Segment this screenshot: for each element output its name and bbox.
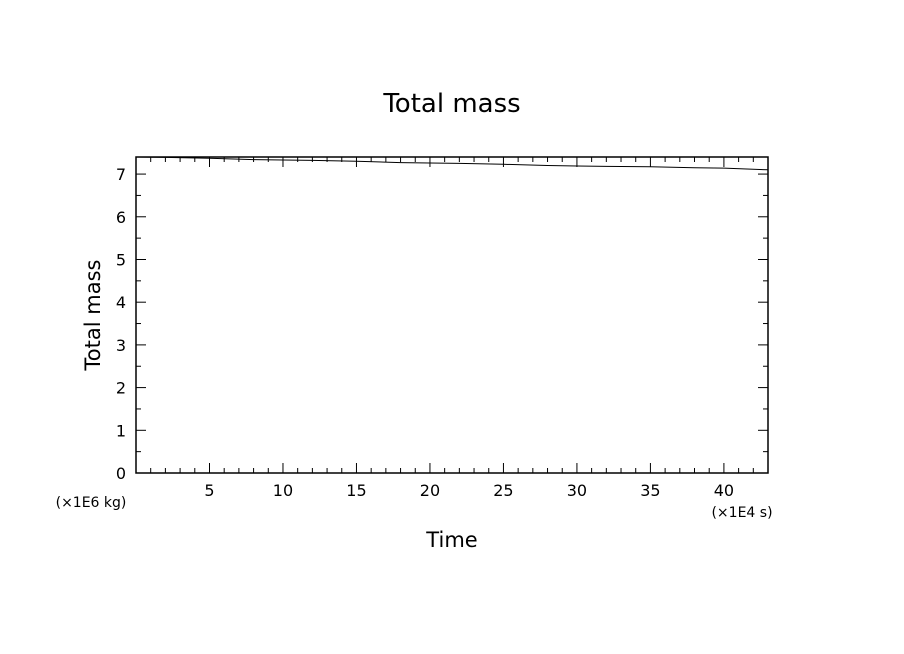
plot-frame: [135, 156, 769, 474]
y-tick-label: 1: [116, 421, 126, 440]
y-tick-label: 0: [116, 464, 126, 483]
chart-title: Total mass: [382, 89, 520, 119]
y-tick-label: 6: [116, 208, 126, 227]
x-tick-label: 35: [640, 481, 660, 500]
x-axis-label: Time: [425, 528, 477, 552]
y-scale-label: (×1E6 kg): [56, 495, 127, 511]
y-tick-label: 7: [116, 165, 126, 184]
x-scale-label: (×1E4 s): [711, 505, 772, 521]
y-tick-label: 5: [116, 250, 126, 269]
x-tick-label: 15: [346, 481, 366, 500]
x-tick-label: 20: [420, 481, 440, 500]
y-tick-label: 3: [116, 336, 126, 355]
x-tick-label: 40: [714, 481, 734, 500]
x-tick-label: 5: [204, 481, 214, 500]
y-tick-label: 2: [116, 379, 126, 398]
series-line-total-mass: [135, 156, 769, 171]
axis-ticks: [135, 157, 769, 474]
x-tick-label: 10: [273, 481, 293, 500]
x-tick-label: 30: [567, 481, 587, 500]
y-tick-label: 4: [116, 293, 126, 312]
y-axis-label: Total mass: [81, 260, 105, 372]
x-tick-label: 25: [493, 481, 513, 500]
tick-labels: 5 10 15 20 25 30 35 40 0 1 2 3 4 5 6 7: [116, 165, 734, 500]
